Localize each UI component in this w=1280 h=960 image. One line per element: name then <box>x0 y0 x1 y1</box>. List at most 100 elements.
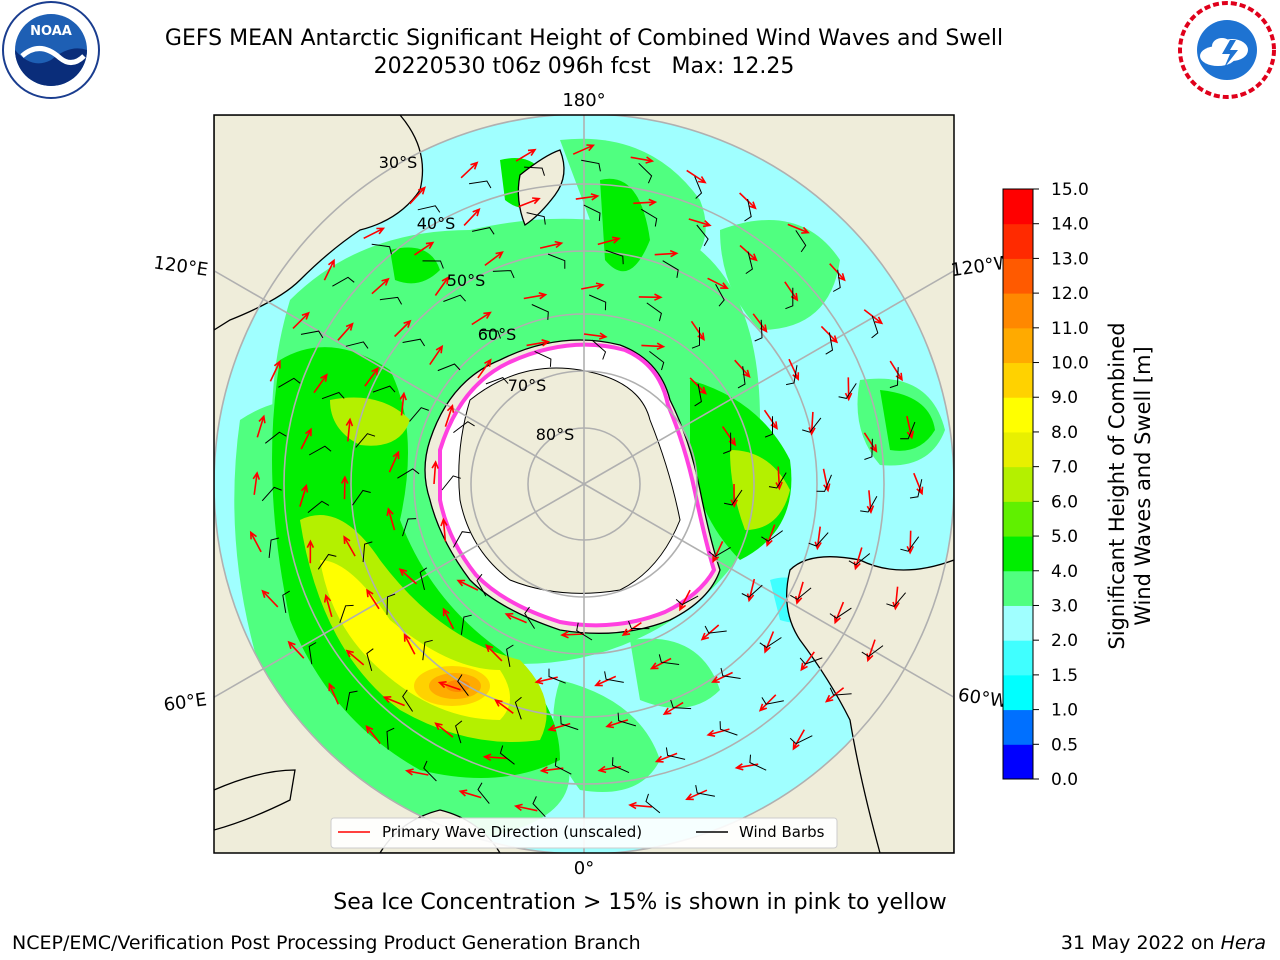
wave-direction-arrow <box>484 251 504 267</box>
wind-barb <box>749 754 767 771</box>
colorbar-segment <box>1003 223 1033 259</box>
wind-barb <box>802 417 822 433</box>
wind-barb <box>372 385 396 393</box>
wind-barb <box>417 205 441 213</box>
wave-direction-arrow <box>382 696 405 707</box>
wind-barb <box>352 489 371 506</box>
wind-barb <box>261 486 282 502</box>
wind-barb <box>477 782 490 804</box>
wave-direction-arrow <box>734 359 751 378</box>
wave-direction-arrow <box>763 631 775 654</box>
wind-barb <box>499 745 515 765</box>
wind-barb <box>741 584 763 598</box>
wind-barb <box>332 276 355 287</box>
wind-barb <box>443 294 466 302</box>
colorbar-segment <box>1003 431 1033 468</box>
wave-direction-arrow <box>679 589 691 612</box>
wind-barb <box>744 198 752 222</box>
wind-barb <box>799 657 823 665</box>
wind-barb <box>768 472 787 489</box>
wave-direction-arrow <box>633 198 658 207</box>
wind-barb <box>355 433 376 448</box>
wind-barb <box>719 721 738 736</box>
wind-barb <box>321 391 345 400</box>
wind-barb <box>441 475 461 491</box>
wind-barb <box>708 546 731 558</box>
wind-barb <box>548 668 566 684</box>
wind-barb <box>785 287 794 310</box>
wind-barb <box>754 319 763 342</box>
noaa-logo-text: NOAA <box>30 24 72 39</box>
wind-barb <box>457 674 469 696</box>
chart-subtitle: 20220530 t06z 096h fcst Max: 12.25 <box>373 54 795 79</box>
wave-direction-arrow <box>343 535 356 557</box>
wave-direction-arrow <box>463 208 481 226</box>
colorbar-segment <box>1003 362 1033 398</box>
colorbar-segment <box>1003 570 1033 606</box>
wind-barb <box>455 720 463 744</box>
wave-direction-arrow <box>269 359 281 382</box>
wind-barb <box>646 302 662 322</box>
wind-barb <box>476 573 487 597</box>
colorbar-tick-label: 11.0 <box>1051 319 1089 339</box>
wave-direction-arrow <box>256 414 266 438</box>
wind-barb <box>889 367 899 389</box>
wind-barb <box>532 796 546 818</box>
wave-direction-arrow <box>792 729 805 751</box>
wave-direction-arrow <box>252 471 261 495</box>
wind-barb <box>662 260 679 278</box>
wind-barb <box>547 253 566 269</box>
wind-barb <box>790 587 812 600</box>
wind-barb <box>422 639 433 661</box>
legend-barb-label: Wind Barbs <box>739 823 825 841</box>
wind-barb <box>437 363 461 372</box>
wave-direction-arrow <box>800 651 815 672</box>
wave-direction-arrow <box>386 507 396 531</box>
lat-label-50s: 50°S <box>447 271 486 290</box>
wind-barb <box>861 645 884 658</box>
wind-barb <box>759 637 782 649</box>
wave-direction-arrow <box>641 342 666 351</box>
wind-barb <box>422 260 444 269</box>
wind-barb <box>506 644 514 667</box>
wave-direction-arrow <box>442 607 455 630</box>
wind-barb <box>402 338 426 347</box>
wave-direction-arrow <box>689 377 707 395</box>
wind-barb <box>723 432 732 454</box>
wind-barb <box>397 468 420 479</box>
wind-barb <box>795 230 807 253</box>
wave-direction-arrow <box>746 578 756 603</box>
wave-direction-arrow <box>340 475 349 500</box>
wave-direction-arrow <box>394 319 412 338</box>
wave-direction-arrow <box>833 601 845 625</box>
lat-label-40s: 40°S <box>417 214 456 233</box>
wave-direction-arrow <box>299 483 309 507</box>
wave-direction-arrow <box>560 630 585 639</box>
wave-direction-arrow <box>456 579 479 591</box>
colorbar-segment <box>1003 501 1033 537</box>
lon-label-60e: 60°E <box>162 689 208 716</box>
wind-barb <box>402 518 417 537</box>
wave-direction-arrow <box>822 468 831 493</box>
colorbar-tick-label: 9.0 <box>1051 388 1078 408</box>
wave-direction-arrow <box>758 694 777 712</box>
graticule <box>214 115 954 853</box>
wind-barb <box>581 159 601 172</box>
wave-direction-arrow <box>429 344 444 366</box>
wave-direction-arrow <box>363 227 386 240</box>
footer-org: NCEP/EMC/Verification Post Processing Pr… <box>12 932 641 954</box>
wave-direction-arrow <box>654 249 679 258</box>
colorbar-tick-label: 12.0 <box>1051 284 1089 304</box>
wind-barb <box>554 757 572 775</box>
lat-label-70s: 70°S <box>508 376 547 395</box>
wind-barb <box>638 162 653 184</box>
wave-direction-arrow <box>434 275 450 296</box>
wind-barb <box>645 793 661 814</box>
colorbar: 0.0 0.5 1.0 1.5 2.0 3.0 4.0 5.0 6.0 7.0 8.0 9.0 10.0… <box>1002 180 1089 790</box>
wave-direction-arrow <box>788 358 800 381</box>
wind-barb <box>900 536 920 552</box>
wind-barb <box>611 757 630 774</box>
wave-direction-arrow <box>485 643 503 662</box>
wind-barb <box>628 620 650 630</box>
